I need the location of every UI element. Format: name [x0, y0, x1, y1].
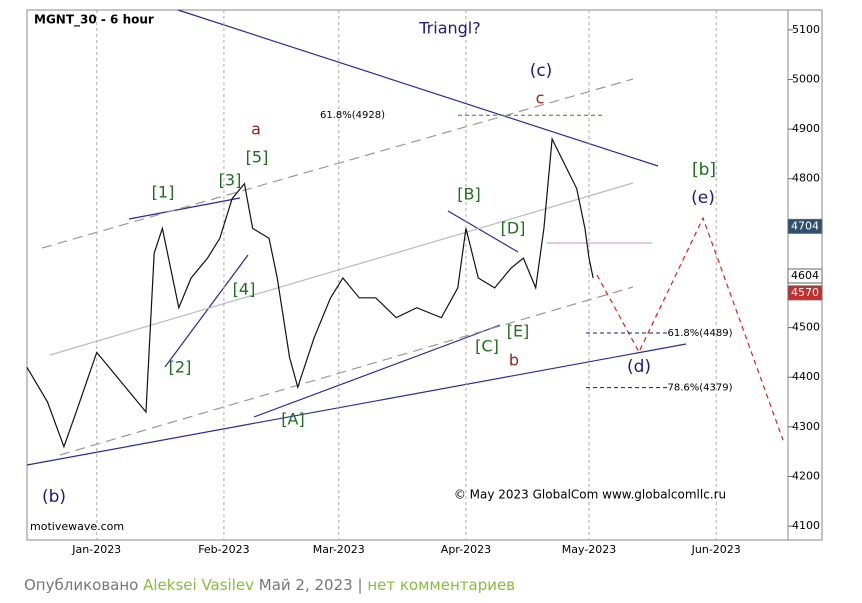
footer-date: Май 2, 2023: [258, 576, 353, 594]
price-marker: [787, 268, 823, 284]
wave-label: (d): [627, 357, 651, 377]
x-tick-label: Apr-2023: [441, 543, 491, 556]
price-marker: [787, 218, 823, 234]
trendlines: [26, 9, 784, 466]
x-tick-label: Jan-2023: [71, 543, 121, 556]
comments-link[interactable]: нет комментариев: [367, 576, 516, 594]
fib-label: 61.8%(4928): [320, 110, 385, 121]
wave-label: a: [251, 120, 261, 139]
y-tick-label: 4200: [792, 469, 820, 482]
author-link[interactable]: Aleksei Vasilev: [143, 576, 254, 594]
y-tick-label: 5000: [792, 72, 820, 85]
wave-label: [3]: [219, 171, 242, 190]
fib-label: 61.8%(4489): [667, 328, 732, 339]
y-tick-label: 4100: [792, 519, 820, 532]
wave-label: c: [536, 89, 545, 108]
chart-title: MGNT_30 - 6 hour: [34, 13, 154, 28]
wave-label: [5]: [246, 148, 269, 167]
chart: MGNT_30 - 6 hour410042004300440045004600…: [26, 9, 823, 556]
footer-prefix: Опубликовано: [24, 576, 139, 594]
wave-label: [2]: [169, 358, 192, 377]
watermark: © May 2023 GlobalCom www.globalcomllc.ru: [454, 488, 726, 502]
wave-label: (b): [42, 487, 66, 507]
price-marker: [787, 285, 823, 301]
wave-label: [A]: [281, 410, 304, 429]
footer: Опубликовано Aleksei Vasilev Май 2, 2023…: [24, 576, 515, 594]
wave-label: Triangl?: [418, 19, 480, 38]
x-tick-label: May-2023: [562, 543, 617, 556]
x-tick-label: Jun-2023: [691, 543, 741, 556]
wave-label: [1]: [152, 183, 175, 202]
y-tick-label: 5100: [792, 23, 820, 36]
footer-separator: |: [357, 576, 363, 594]
y-tick-label: 4400: [792, 370, 820, 383]
x-tick-label: Mar-2023: [313, 543, 365, 556]
wave-label: [b]: [692, 160, 716, 180]
price-marker-label: 4570: [791, 286, 819, 299]
x-tick-label: Feb-2023: [198, 543, 249, 556]
wave-label: [4]: [233, 280, 256, 299]
y-tick-label: 4900: [792, 122, 820, 135]
price-line: [26, 136, 594, 449]
y-tick-label: 4300: [792, 420, 820, 433]
y-tick-label: 4800: [792, 172, 820, 185]
plot-frame: [26, 9, 789, 541]
wave-label: [D]: [501, 219, 526, 238]
wave-label: (c): [530, 61, 553, 81]
wave-label: [E]: [507, 322, 530, 341]
wave-label: (e): [691, 188, 715, 208]
source: motivewave.com: [30, 520, 124, 533]
wave-label: [C]: [475, 337, 499, 356]
fib-label: 78.6%(4379): [667, 383, 732, 394]
price-marker-label: 4704: [791, 219, 819, 232]
y-tick-label: 4500: [792, 321, 820, 334]
wave-label: b: [509, 351, 519, 370]
price-marker-label: 4604: [791, 269, 819, 282]
wave-label: [B]: [457, 185, 480, 204]
